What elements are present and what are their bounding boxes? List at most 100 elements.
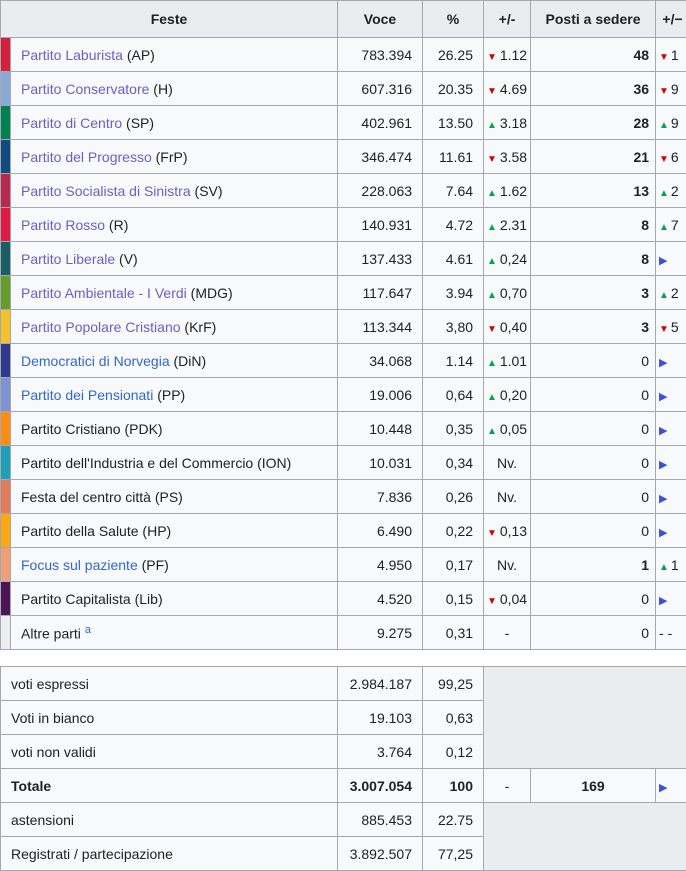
- steady-arrow-icon: ▶: [659, 526, 667, 539]
- column-header-seats: Posti a sedere: [531, 1, 656, 38]
- votes-cell: 346.474: [338, 140, 423, 174]
- seat-change-cell: ▼5: [656, 310, 686, 344]
- summary-label-cell: Registrati / partecipazione: [1, 837, 338, 871]
- up-arrow-icon: ▲: [487, 358, 497, 369]
- percent-cell: 20.35: [423, 72, 484, 106]
- summary-votes-cell: 885.453: [338, 803, 423, 837]
- percent-cell: 0,26: [423, 480, 484, 514]
- votes-cell: 10.031: [338, 446, 423, 480]
- party-name-cell: Partito della Salute (HP): [11, 514, 338, 548]
- party-color-swatch: [1, 38, 11, 72]
- party-link[interactable]: Partito Rosso: [21, 217, 105, 233]
- down-arrow-icon: ▼: [659, 52, 669, 63]
- party-name-cell: Partito del Progresso (FrP): [11, 140, 338, 174]
- seat-change-cell: ▲9: [656, 106, 686, 140]
- party-name-text: Partito dell'Industria e del Commercio: [21, 455, 253, 471]
- up-arrow-icon: ▲: [487, 222, 497, 233]
- party-name-cell: Festa del centro città (PS): [11, 480, 338, 514]
- party-abbr: (HP): [139, 523, 172, 539]
- party-name-cell: Partito Conservatore (H): [11, 72, 338, 106]
- seat-change-cell: ▶: [656, 514, 686, 548]
- seat-change-cell: ▶: [656, 480, 686, 514]
- party-abbr: (R): [105, 217, 128, 233]
- footnote-link[interactable]: a: [85, 624, 91, 636]
- down-arrow-icon: ▼: [487, 596, 497, 607]
- party-row: Partito dell'Industria e del Commercio (…: [1, 446, 686, 480]
- party-link[interactable]: Partito Socialista di Sinistra: [21, 183, 191, 199]
- seats-cell: 8: [531, 242, 656, 276]
- total-seats-cell: 169: [531, 769, 656, 803]
- down-arrow-icon: ▼: [659, 154, 669, 165]
- party-link[interactable]: Focus sul paziente: [21, 557, 138, 573]
- empty-gray-cell: [484, 803, 686, 871]
- party-abbr: (PP): [153, 387, 185, 403]
- party-link[interactable]: Partito Ambientale - I Verdi: [21, 285, 187, 301]
- party-link[interactable]: Partito del Progresso: [21, 149, 152, 165]
- party-name-cell: Partito Socialista di Sinistra (SV): [11, 174, 338, 208]
- seats-cell: 3: [531, 276, 656, 310]
- steady-arrow-icon: ▶: [659, 781, 667, 794]
- percent-cell: 0,35: [423, 412, 484, 446]
- party-name-cell: Democratici di Norvegia (DiN): [11, 344, 338, 378]
- seat-change-cell: - -: [656, 616, 686, 650]
- votes-cell: 4.950: [338, 548, 423, 582]
- seats-cell: 48: [531, 38, 656, 72]
- seats-cell: 3: [531, 310, 656, 344]
- column-header-change: +/-: [484, 1, 531, 38]
- party-link[interactable]: Democratici di Norvegia: [21, 353, 170, 369]
- party-name-text: Partito Capitalista: [21, 591, 131, 607]
- party-abbr: (SV): [191, 183, 223, 199]
- party-link[interactable]: Partito Conservatore: [21, 81, 149, 97]
- steady-arrow-icon: ▶: [659, 356, 667, 369]
- steady-arrow-icon: ▶: [659, 424, 667, 437]
- party-link[interactable]: Partito di Centro: [21, 115, 122, 131]
- party-link[interactable]: Partito dei Pensionati: [21, 387, 153, 403]
- party-color-swatch: [1, 106, 11, 140]
- percent-cell: 1.14: [423, 344, 484, 378]
- column-header-seats-change: +/−: [656, 1, 686, 38]
- down-arrow-icon: ▼: [487, 528, 497, 539]
- seat-change-cell: ▲2: [656, 276, 686, 310]
- change-cell: ▼0,40: [484, 310, 531, 344]
- seats-cell: 28: [531, 106, 656, 140]
- total-change-cell: -: [484, 769, 531, 803]
- seats-cell: 0: [531, 378, 656, 412]
- up-arrow-icon: ▲: [487, 188, 497, 199]
- seats-cell: 36: [531, 72, 656, 106]
- party-row: Partito Socialista di Sinistra (SV)228.0…: [1, 174, 686, 208]
- change-cell: ▲0,20: [484, 378, 531, 412]
- summary-votes-cell: 3.007.054: [338, 769, 423, 803]
- empty-gray-cell: [484, 667, 686, 769]
- party-link[interactable]: Partito Laburista: [21, 47, 123, 63]
- up-arrow-icon: ▲: [659, 290, 669, 301]
- down-arrow-icon: ▼: [487, 324, 497, 335]
- steady-arrow-icon: ▶: [659, 390, 667, 403]
- seat-change-cell: ▶: [656, 582, 686, 616]
- summary-percent-cell: 100: [423, 769, 484, 803]
- party-abbr: (V): [115, 251, 138, 267]
- up-arrow-icon: ▲: [659, 222, 669, 233]
- votes-cell: 607.316: [338, 72, 423, 106]
- summary-votes-cell: 3.892.507: [338, 837, 423, 871]
- party-color-swatch: [1, 310, 11, 344]
- party-name-cell: Partito Popolare Cristiano (KrF): [11, 310, 338, 344]
- party-name-cell: Partito dei Pensionati (PP): [11, 378, 338, 412]
- party-name-cell: Partito Ambientale - I Verdi (MDG): [11, 276, 338, 310]
- party-link[interactable]: Partito Liberale: [21, 251, 115, 267]
- party-link[interactable]: Partito Popolare Cristiano: [21, 319, 181, 335]
- down-arrow-icon: ▼: [487, 154, 497, 165]
- party-abbr: (DiN): [170, 353, 207, 369]
- party-name-cell: Partito Cristiano (PDK): [11, 412, 338, 446]
- summary-label-cell: Totale: [1, 769, 338, 803]
- header-row: Feste Voce % +/- Posti a sedere +/−: [1, 1, 686, 38]
- up-arrow-icon: ▲: [659, 120, 669, 131]
